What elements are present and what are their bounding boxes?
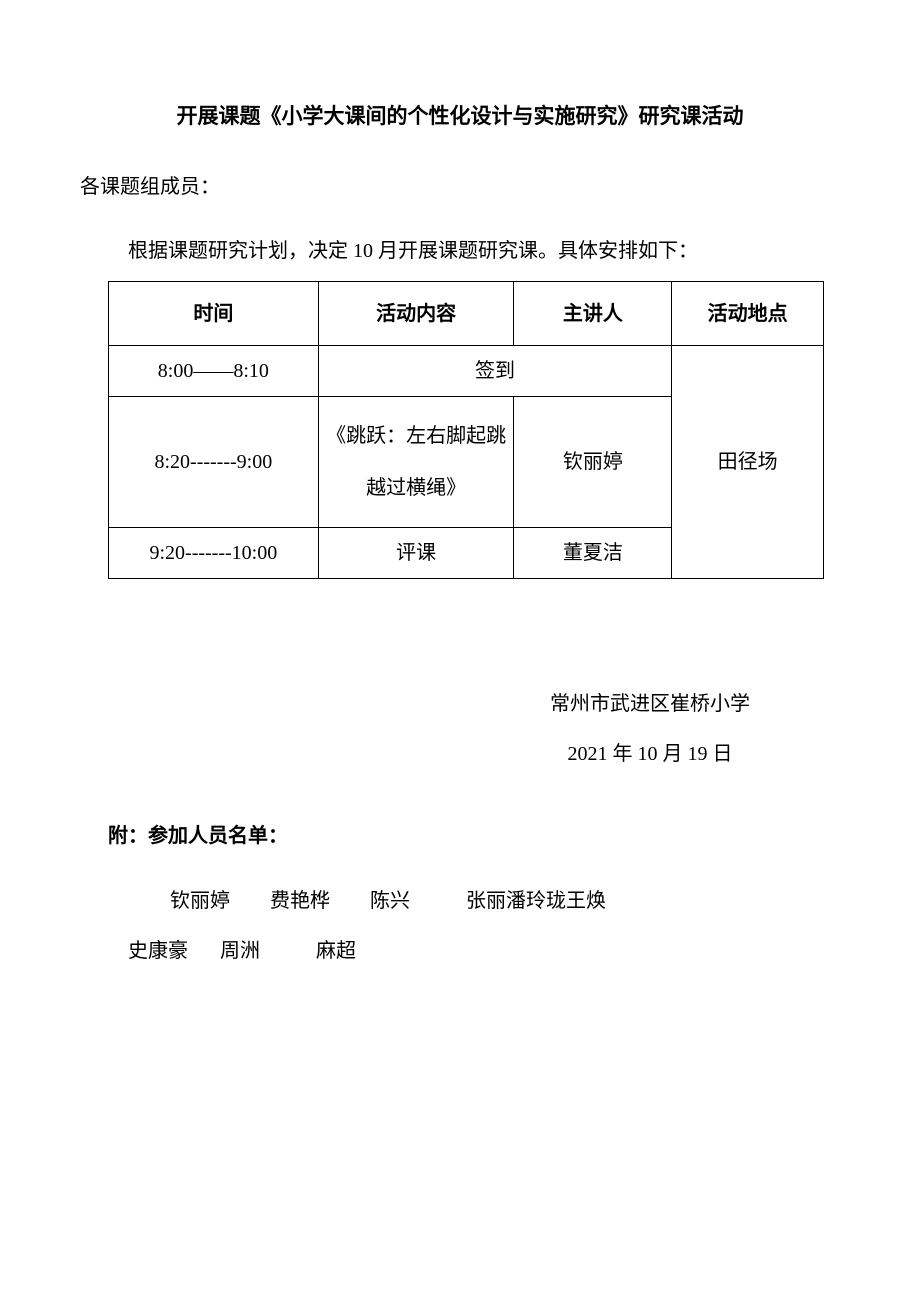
participant-name: 史康豪 [128, 940, 188, 962]
cell-speaker-2: 钦丽婷 [514, 397, 672, 528]
header-time: 时间 [109, 282, 319, 346]
participant-name: 费艳桦 [270, 890, 330, 912]
intro-text: 根据课题研究计划，决定 10 月开展课题研究课。具体安排如下： [80, 234, 840, 263]
participant-name: 陈兴 [370, 890, 410, 912]
header-content: 活动内容 [318, 282, 514, 346]
participants-list: 钦丽婷 费艳桦 陈兴 张丽潘玲珑王焕 史康豪 周洲 麻超 [128, 876, 840, 976]
cell-time-3: 9:20-------10:00 [109, 528, 319, 579]
greeting-text: 各课题组成员： [80, 170, 840, 199]
cell-time-1: 8:00——8:10 [109, 346, 319, 397]
participant-name: 钦丽婷 [170, 890, 230, 912]
participants-line-1: 钦丽婷 费艳桦 陈兴 张丽潘玲珑王焕 [128, 876, 840, 926]
participants-line-2: 史康豪 周洲 麻超 [128, 926, 840, 976]
participant-name: 张丽潘玲珑王焕 [466, 890, 606, 912]
cell-content-2: 《跳跃：左右脚起跳越过横绳》 [318, 397, 514, 528]
cell-time-2: 8:20-------9:00 [109, 397, 319, 528]
cell-location: 田径场 [672, 346, 824, 579]
participant-name: 周洲 [220, 940, 260, 962]
table-header-row: 时间 活动内容 主讲人 活动地点 [109, 282, 824, 346]
header-speaker: 主讲人 [514, 282, 672, 346]
signature-date: 2021 年 10 月 19 日 [460, 729, 840, 779]
cell-content-1: 签到 [318, 346, 672, 397]
cell-content-3: 评课 [318, 528, 514, 579]
cell-speaker-3: 董夏洁 [514, 528, 672, 579]
document-title: 开展课题《小学大课间的个性化设计与实施研究》研究课活动 [80, 100, 840, 130]
schedule-table: 时间 活动内容 主讲人 活动地点 8:00——8:10 签到 田径场 8:20-… [108, 281, 824, 579]
attachment-title: 附：参加人员名单： [108, 819, 840, 848]
table-row: 8:00——8:10 签到 田径场 [109, 346, 824, 397]
header-location: 活动地点 [672, 282, 824, 346]
participant-name: 麻超 [316, 940, 356, 962]
signature-block: 常州市武进区崔桥小学 2021 年 10 月 19 日 [460, 679, 840, 779]
signature-org: 常州市武进区崔桥小学 [460, 679, 840, 729]
